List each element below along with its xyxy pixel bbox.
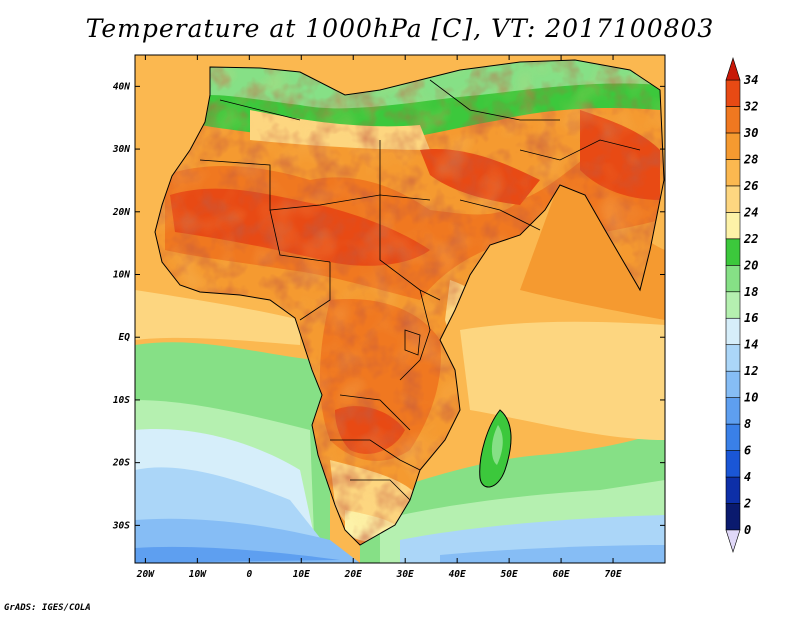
latitude-axis: 40N 30N 20N 10N EQ 10S 20S 30S bbox=[112, 81, 665, 531]
colorbar-label: 0 bbox=[744, 523, 751, 537]
colorbar-label: 12 bbox=[744, 364, 758, 378]
colorbar-label: 4 bbox=[744, 470, 751, 484]
lon-tick-label: 50E bbox=[501, 569, 518, 580]
colorbar-swatch bbox=[725, 185, 741, 213]
colorbar-swatch bbox=[725, 423, 741, 451]
colorbar-label: 10 bbox=[744, 391, 758, 405]
lat-tick-label: 10N bbox=[113, 270, 130, 281]
coastlines bbox=[154, 59, 665, 546]
colorbar-label: 8 bbox=[744, 417, 751, 431]
lat-tick-label: 30S bbox=[112, 520, 130, 531]
colorbar-label: 2 bbox=[743, 497, 751, 511]
lon-tick-label: 0 bbox=[246, 569, 252, 580]
colorbar-under-triangle bbox=[725, 529, 741, 553]
lon-tick-label: 30E bbox=[396, 569, 414, 580]
lat-tick-label: 20N bbox=[112, 207, 130, 218]
lat-tick-label: 40N bbox=[113, 81, 130, 92]
lat-tick-label: 30N bbox=[112, 144, 130, 155]
country-borders bbox=[199, 79, 641, 501]
colorbar-label: 6 bbox=[744, 444, 751, 458]
colorbar-swatch bbox=[725, 317, 741, 346]
colorbar-swatch bbox=[725, 264, 741, 293]
colorbar-label: 30 bbox=[743, 126, 758, 140]
colorbar-swatch bbox=[725, 397, 741, 425]
colorbar-label: 28 bbox=[743, 152, 758, 166]
colorbar-swatch bbox=[725, 238, 741, 266]
colorbar-swatch bbox=[725, 79, 741, 107]
colorbar-swatch bbox=[725, 106, 741, 134]
lon-tick-label: 40E bbox=[449, 569, 466, 580]
colorbar-swatch bbox=[725, 450, 741, 478]
colorbar-swatch bbox=[725, 159, 741, 187]
plot-frame bbox=[134, 54, 666, 564]
chart-title: Temperature at 1000hPa [C], VT: 20171008… bbox=[85, 14, 715, 43]
colorbar-label: 14 bbox=[744, 338, 758, 352]
colorbar-swatch bbox=[725, 503, 741, 531]
colorbar-swatch bbox=[725, 291, 741, 319]
colorbar-swatch bbox=[725, 476, 741, 504]
lat-tick-label: EQ bbox=[119, 332, 131, 343]
lat-tick-label: 20S bbox=[112, 458, 130, 469]
lon-tick-label: 10W bbox=[189, 569, 207, 580]
colorbar-label: 34 bbox=[743, 73, 758, 87]
colorbar-swatch bbox=[725, 344, 741, 372]
lon-tick-label: 10E bbox=[293, 569, 310, 580]
colorbar-label: 18 bbox=[744, 285, 758, 299]
lon-tick-label: 70E bbox=[604, 569, 621, 580]
grads-credit: GrADS: IGES/COLA bbox=[4, 603, 91, 613]
longitude-axis: 20W 10W 0 10E 20E 30E 40E 50E 60E 70E bbox=[136, 55, 622, 580]
colorbar-label: 32 bbox=[743, 99, 758, 113]
lon-tick-label: 60E bbox=[552, 569, 569, 580]
temperature-field bbox=[135, 55, 665, 563]
colorbar-over-triangle bbox=[725, 57, 741, 81]
colorbar-swatch bbox=[725, 132, 741, 160]
colorbar-label: 16 bbox=[744, 311, 758, 325]
lon-tick-label: 20W bbox=[136, 569, 155, 580]
colorbar-label: 24 bbox=[743, 205, 758, 219]
lon-tick-label: 20E bbox=[344, 569, 362, 580]
colorbar-label: 22 bbox=[743, 232, 758, 246]
colorbar-label: 26 bbox=[743, 179, 758, 193]
colorbar-label: 20 bbox=[743, 258, 758, 272]
colorbar-swatch bbox=[725, 212, 741, 240]
colorbar-swatch bbox=[725, 370, 741, 398]
lat-tick-label: 10S bbox=[113, 395, 130, 406]
